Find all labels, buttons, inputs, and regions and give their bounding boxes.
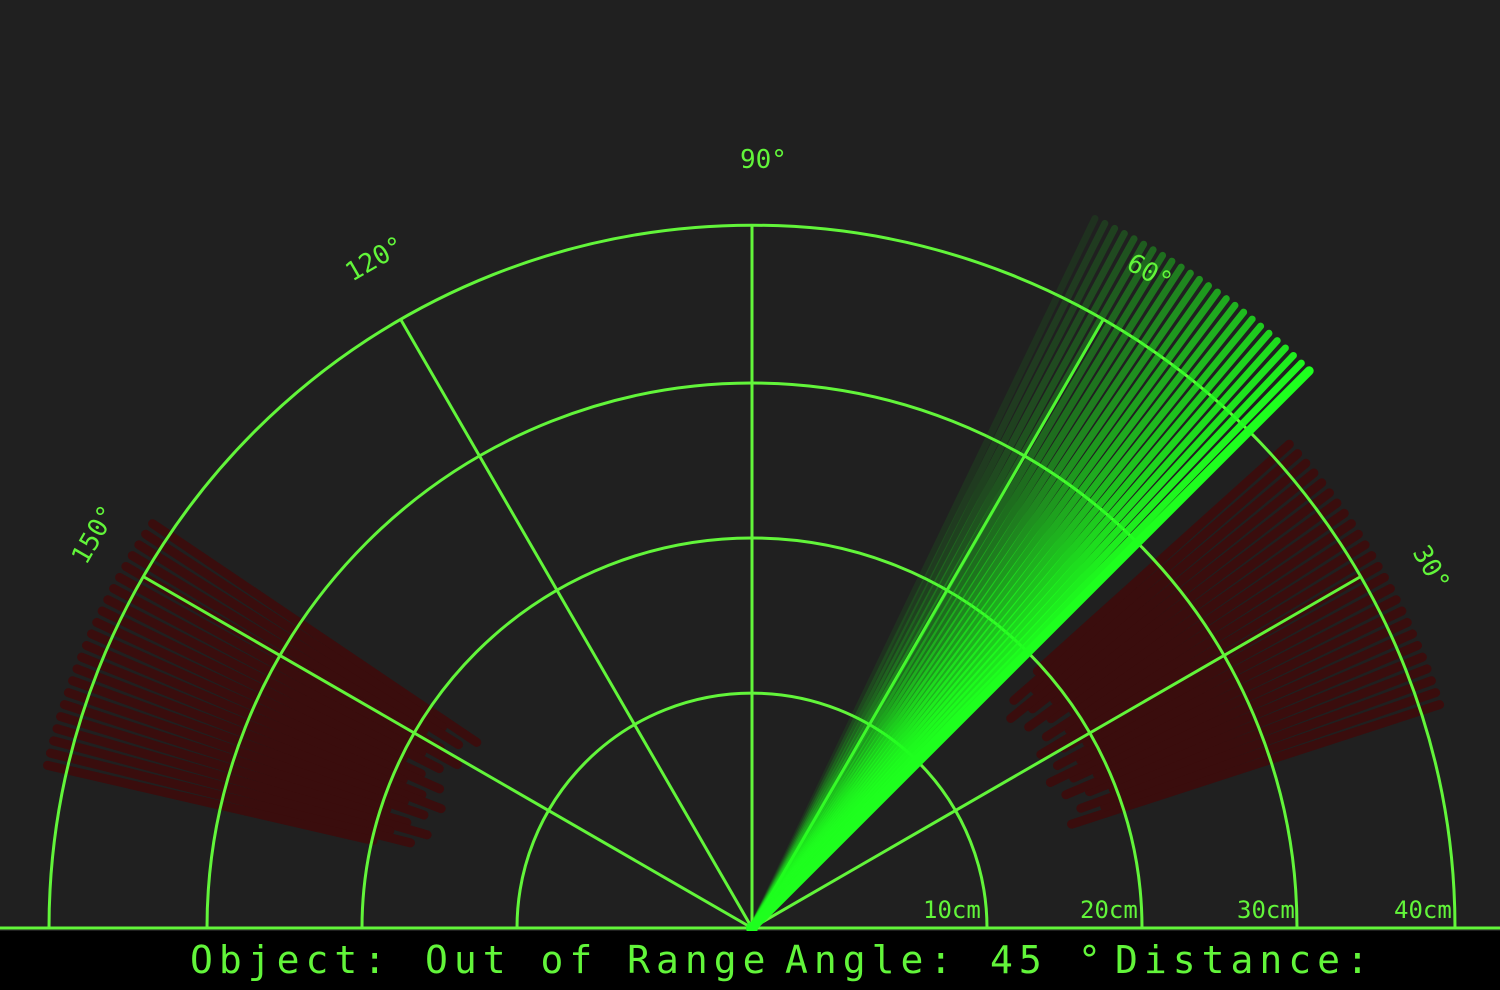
- status-bar: Object: Out of Range Angle: 45 ° Distanc…: [0, 931, 1500, 990]
- angle-label-1: 30°: [1406, 541, 1455, 597]
- range-label-4: 40cm: [1394, 896, 1452, 924]
- angle-unit: °: [1078, 931, 1107, 990]
- angle-value: 45: [990, 931, 1048, 990]
- range-label-1: 10cm: [923, 896, 981, 924]
- angle-label: Angle:: [785, 931, 958, 990]
- angle-spoke: [401, 319, 753, 928]
- object-status-value: Out of Range: [425, 931, 772, 990]
- object-label: Object:: [190, 931, 392, 990]
- range-label-3: 30cm: [1237, 896, 1295, 924]
- angle-label-3: 90°: [740, 145, 787, 175]
- range-label-2: 20cm: [1080, 896, 1138, 924]
- angle-label-5: 150°: [66, 500, 123, 569]
- angle-label-4: 120°: [341, 231, 410, 288]
- distance-label: Distance:: [1115, 931, 1375, 990]
